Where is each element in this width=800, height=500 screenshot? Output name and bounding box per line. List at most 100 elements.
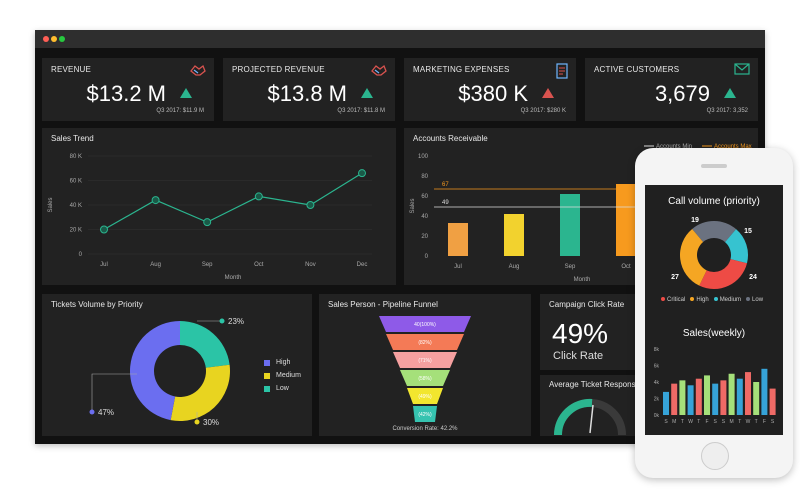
trend-up-icon: [724, 88, 736, 98]
donut-slice-medium: [725, 229, 748, 264]
click-rate-label: Click Rate: [553, 350, 604, 362]
legend-item-critical[interactable]: Critical: [661, 297, 685, 303]
bar: [448, 223, 468, 256]
y-tick-label: 100: [418, 154, 429, 160]
y-tick-label: 80 K: [70, 154, 82, 160]
x-axis-label: Month: [574, 277, 591, 283]
bar: [728, 373, 735, 415]
donut-slice-critical: [699, 259, 747, 289]
panel-title: Sales Trend: [51, 134, 94, 143]
phone-home-button[interactable]: [701, 442, 729, 470]
funnel-stage: [407, 388, 443, 404]
y-tick-label: 60 K: [70, 179, 82, 185]
y-tick-label: 20 K: [70, 228, 82, 234]
kpi-value: $380 K: [458, 81, 528, 106]
bar: [704, 375, 710, 415]
legend-item-low[interactable]: Low: [746, 297, 763, 303]
label-dot: [89, 409, 95, 415]
bar: [671, 383, 678, 415]
legend-swatch: [264, 359, 270, 366]
kpi-value: $13.2 M: [86, 81, 167, 106]
funnel-stage-label: (42%): [418, 412, 432, 418]
legend-item-medium[interactable]: Medium: [713, 297, 741, 303]
x-tick-label: S: [722, 419, 726, 425]
bar: [736, 378, 743, 415]
close-window-button[interactable]: [43, 36, 49, 42]
label-dot: [194, 419, 200, 425]
bar: [687, 385, 694, 415]
kpi-title: MARKETING EXPENSES: [413, 65, 510, 74]
envelope-icon: [734, 63, 750, 75]
click-rate-value: 49%: [552, 318, 609, 349]
min-threshold-label: 49: [442, 200, 449, 206]
data-point: [306, 201, 315, 209]
donut-slice-high: [680, 228, 707, 286]
x-tick-label: Sep: [202, 262, 213, 268]
legend-swatch: [264, 372, 270, 379]
trend-up-icon: [180, 88, 192, 98]
panel-title: Campaign Click Rate: [549, 300, 625, 309]
kpi-title: ACTIVE CUSTOMERS: [594, 65, 680, 74]
x-tick-label: Oct: [254, 262, 264, 268]
x-tick-label: T: [755, 419, 758, 425]
data-point: [100, 225, 108, 234]
kpi-active-customers-card[interactable]: ACTIVE CUSTOMERS 3,679 Q3 2017: 3,352: [585, 58, 758, 121]
kpi-comparison: Q3 2017: $280 K: [520, 108, 566, 114]
bar: [616, 184, 636, 256]
bar: [560, 194, 580, 256]
panel-title: Average Ticket Response: [549, 380, 641, 389]
y-axis-label: Sales: [48, 197, 54, 212]
x-tick-label: M: [730, 419, 734, 425]
data-point: [254, 192, 263, 201]
legend-item-low[interactable]: Low: [264, 382, 301, 395]
y-tick-label: 2k: [654, 397, 660, 403]
donut-slice-medium: [170, 364, 230, 421]
data-point: [151, 196, 160, 205]
x-tick-label: F: [763, 419, 766, 425]
kpi-revenue-card[interactable]: REVENUE $13.2 M Q3 2017: $11.9 M: [42, 58, 214, 121]
bar: [695, 378, 702, 415]
bar: [663, 391, 669, 415]
y-tick-label: 4k: [654, 380, 660, 386]
window-titlebar: [35, 30, 765, 48]
legend-item-high[interactable]: High: [690, 297, 709, 303]
bar: [720, 380, 727, 415]
x-tick-label: Aug: [509, 264, 520, 270]
x-tick-label: Aug: [150, 262, 161, 268]
dashboard-window: REVENUE $13.2 M Q3 2017: $11.9 M PROJECT…: [35, 30, 765, 444]
x-tick-label: Dec: [357, 262, 368, 268]
legend-swatch: [264, 385, 270, 392]
trend-up-icon: [361, 88, 373, 98]
donut-value-label: 15: [744, 228, 752, 235]
y-tick-label: 6k: [654, 364, 660, 370]
legend-item-high[interactable]: High: [264, 356, 301, 369]
legend-item-medium[interactable]: Medium: [264, 369, 301, 382]
handshake-icon: [371, 64, 387, 76]
kpi-title: PROJECTED REVENUE: [232, 65, 325, 74]
kpi-value: $13.8 M: [267, 81, 348, 106]
sales-line: [103, 172, 363, 231]
bar: [769, 388, 776, 415]
legend-label: High: [276, 359, 291, 366]
minimize-window-button[interactable]: [51, 36, 57, 42]
funnel-stage: [400, 370, 450, 386]
maximize-window-button[interactable]: [59, 36, 65, 42]
x-tick-label: Sep: [565, 264, 576, 270]
x-tick-label: T: [681, 419, 684, 425]
kpi-marketing-expenses-card[interactable]: MARKETING EXPENSES $380 K Q3 2017: $280 …: [404, 58, 576, 121]
conversion-rate: Conversion Rate: 42.2%: [392, 426, 458, 432]
sales-trend-chart: 80 K 60 K 40 K 20 K 0 Sales Jul Aug Sep Oct Nov Dec…: [48, 154, 372, 281]
x-axis-label: Month: [225, 275, 242, 281]
panel-title: Sales Person - Pipeline Funnel: [328, 300, 438, 309]
kpi-projected-revenue-card[interactable]: PROJECTED REVENUE $13.8 M Q3 2017: $11.8…: [223, 58, 395, 121]
donut-value-label: 27: [671, 274, 679, 281]
y-tick-label: 0: [425, 254, 429, 260]
data-point: [203, 218, 212, 227]
max-threshold-label: 67: [442, 182, 449, 188]
legend-min-label: Accounts Min: [656, 144, 692, 150]
y-tick-label: 0k: [654, 413, 660, 419]
data-point: [358, 169, 366, 178]
x-tick-label: W: [746, 419, 751, 425]
gauge-needle: [589, 404, 594, 434]
kpi-comparison: Q3 2017: $11.8 M: [337, 108, 385, 114]
